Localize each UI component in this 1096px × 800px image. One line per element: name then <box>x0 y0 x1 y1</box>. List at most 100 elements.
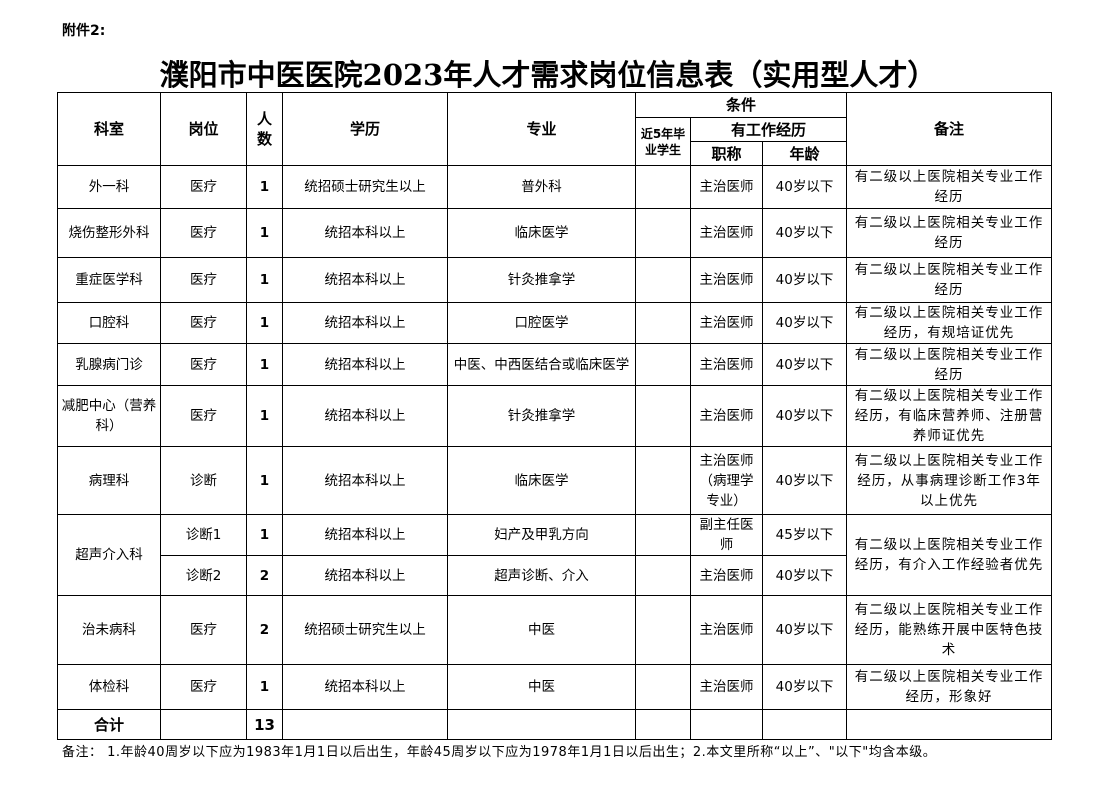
age-cell: 40岁以下 <box>761 343 848 386</box>
page-title: 濮阳市中医医院2023年人才需求岗位信息表（实用型人才） <box>159 58 937 92</box>
empty-cell <box>282 709 448 740</box>
header-experience: 有工作经历 <box>689 117 848 142</box>
recent-grad-cell <box>635 165 691 209</box>
edu-cell: 统招本科以上 <box>282 343 448 386</box>
table-row: 治未病科 医疗 2 统招硕士研究生以上 中医 主治医师 40岁以下 有二级以上医院相关专业工作… <box>57 595 1053 665</box>
edu-cell: 统招本科以上 <box>282 555 448 596</box>
header-major: 专业 <box>447 92 636 166</box>
table-row: 病理科 诊断 1 统招本科以上 临床医学 主治医师（病理学专业） 40岁以下 有二级以上医院相… <box>57 446 1053 515</box>
header-age: 年龄 <box>761 141 848 166</box>
table-row: 超声介入科 诊断1 1 统招本科以上 妇产及甲乳方向 副主任医师 45岁以下 有二级以上医院相… <box>57 514 1053 596</box>
header-conditions: 条件 <box>634 92 848 118</box>
count-cell: 1 <box>246 385 283 447</box>
header-remark: 备注 <box>846 92 1053 166</box>
age-cell: 45岁以下 <box>761 514 848 556</box>
post-cell: 医疗 <box>160 208 247 258</box>
post-cell: 诊断 <box>160 446 247 515</box>
table-row: 口腔科 医疗 1 统招本科以上 口腔医学 主治医师 40岁以下 有二级以上医院相关专业工作经历… <box>57 302 1053 344</box>
count-cell: 1 <box>246 343 283 386</box>
recent-grad-cell <box>635 664 691 710</box>
count-cell: 1 <box>246 208 283 258</box>
age-cell: 40岁以下 <box>761 595 848 665</box>
post-cell: 医疗 <box>160 595 247 665</box>
remark-cell: 有二级以上医院相关专业工作经历，有介入工作经验者优先 <box>846 514 1053 596</box>
major-cell: 针灸推拿学 <box>447 257 636 303</box>
footnote: 备注： 1.年龄40周岁以下应为1983年1月1日以后出生，年龄45周岁以下应为… <box>62 745 937 760</box>
recent-grad-cell <box>635 385 691 447</box>
rank-cell: 副主任医师 <box>690 514 763 556</box>
rank-cell: 主治医师 <box>690 595 763 665</box>
count-cell: 1 <box>246 514 283 556</box>
dept-cell: 病理科 <box>57 446 161 515</box>
major-cell: 妇产及甲乳方向 <box>447 514 636 556</box>
rank-cell: 主治医师 <box>690 385 763 447</box>
age-cell: 40岁以下 <box>761 385 848 447</box>
dept-cell: 重症医学科 <box>57 257 161 303</box>
post-cell: 医疗 <box>160 385 247 447</box>
count-cell: 1 <box>246 302 283 344</box>
post-cell: 医疗 <box>160 343 247 386</box>
recent-grad-cell <box>635 302 691 344</box>
attachment-label: 附件2: <box>62 23 106 39</box>
empty-cell <box>690 709 763 740</box>
major-cell: 中医 <box>447 595 636 665</box>
recent-grad-cell <box>635 343 691 386</box>
header-post: 岗位 <box>160 92 247 166</box>
recent-grad-cell <box>635 208 691 258</box>
major-cell: 普外科 <box>447 165 636 209</box>
post-cell: 医疗 <box>160 302 247 344</box>
count-cell: 1 <box>246 257 283 303</box>
empty-cell <box>846 709 1053 740</box>
remark-cell: 有二级以上医院相关专业工作经历，有临床营养师、注册营养师证优先 <box>846 385 1053 447</box>
count-cell: 2 <box>246 555 283 596</box>
table-row: 外一科 医疗 1 统招硕士研究生以上 普外科 主治医师 40岁以下 有二级以上医院相关专业工作… <box>57 165 1053 209</box>
empty-cell <box>761 709 848 740</box>
major-cell: 中医 <box>447 664 636 710</box>
major-cell: 临床医学 <box>447 208 636 258</box>
major-cell: 超声诊断、介入 <box>447 555 636 596</box>
header-count: 人 数 <box>246 92 283 166</box>
header-dept: 科室 <box>57 92 161 166</box>
empty-cell <box>447 709 636 740</box>
header-edu: 学历 <box>282 92 448 166</box>
rank-cell: 主治医师 <box>690 343 763 386</box>
age-cell: 40岁以下 <box>761 208 848 258</box>
dept-cell: 口腔科 <box>57 302 161 344</box>
remark-cell: 有二级以上医院相关专业工作经历，有规培证优先 <box>846 302 1053 344</box>
major-cell: 中医、中西医结合或临床医学 <box>447 343 636 386</box>
major-cell: 临床医学 <box>447 446 636 515</box>
edu-cell: 统招本科以上 <box>282 302 448 344</box>
remark-cell: 有二级以上医院相关专业工作经历，形象好 <box>846 664 1053 710</box>
count-cell: 1 <box>246 446 283 515</box>
edu-cell: 统招硕士研究生以上 <box>282 595 448 665</box>
post-cell: 医疗 <box>160 257 247 303</box>
rank-cell: 主治医师（病理学专业） <box>690 446 763 515</box>
table-row: 体检科 医疗 1 统招本科以上 中医 主治医师 40岁以下 有二级以上医院相关专业工作经历，形… <box>57 664 1053 710</box>
age-cell: 40岁以下 <box>761 165 848 209</box>
recent-grad-cell <box>635 595 691 665</box>
recent-grad-cell <box>635 446 691 515</box>
table-row: 减肥中心（营养科） 医疗 1 统招本科以上 针灸推拿学 主治医师 40岁以下 有二级以上医院相… <box>57 385 1053 447</box>
dept-cell: 治未病科 <box>57 595 161 665</box>
dept-cell: 乳腺病门诊 <box>57 343 161 386</box>
edu-cell: 统招本科以上 <box>282 446 448 515</box>
dept-cell: 减肥中心（营养科） <box>57 385 161 447</box>
major-cell: 口腔医学 <box>447 302 636 344</box>
total-label: 合计 <box>57 709 161 740</box>
post-cell: 诊断1 <box>160 514 247 556</box>
rank-cell: 主治医师 <box>690 165 763 209</box>
remark-cell: 有二级以上医院相关专业工作经历 <box>846 208 1053 258</box>
dept-cell: 超声介入科 <box>57 514 161 596</box>
total-row: 合计 13 <box>57 709 1053 740</box>
position-table: 科室 岗位 人 数 学历 专业 条件 备注 近5年毕业学生 有工作经历 职称 年… <box>57 92 1053 740</box>
recent-grad-cell <box>635 514 691 556</box>
age-cell: 40岁以下 <box>761 555 848 596</box>
rank-cell: 主治医师 <box>690 664 763 710</box>
edu-cell: 统招本科以上 <box>282 664 448 710</box>
header-rank: 职称 <box>690 141 763 166</box>
post-cell: 医疗 <box>160 664 247 710</box>
rank-cell: 主治医师 <box>690 302 763 344</box>
header-recent-grad: 近5年毕业学生 <box>635 117 691 166</box>
table-row: 烧伤整形外科 医疗 1 统招本科以上 临床医学 主治医师 40岁以下 有二级以上医院相关专业工… <box>57 208 1053 258</box>
edu-cell: 统招本科以上 <box>282 385 448 447</box>
